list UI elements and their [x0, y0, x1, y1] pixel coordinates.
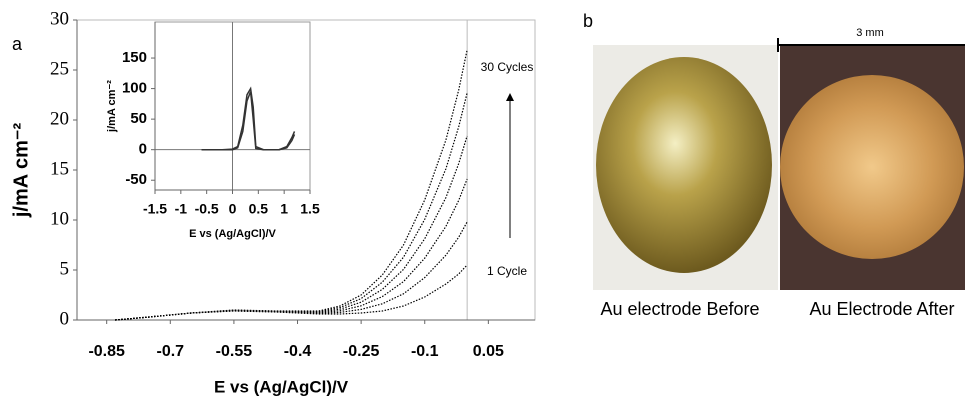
x-tick-label: 0	[229, 201, 237, 217]
y-tick-label: 5	[60, 258, 70, 279]
x-tick-label: -0.85	[88, 343, 125, 360]
x-tick-label: -0.4	[284, 343, 312, 360]
series-line	[115, 178, 468, 321]
caption: Au Electrode After	[809, 299, 954, 319]
x-tick-label: -0.25	[343, 343, 380, 360]
y-axis-title: j/mA cm⁻²	[106, 80, 118, 133]
y-tick-label: 25	[50, 58, 69, 79]
annotation: 30 Cycles	[481, 60, 534, 74]
y-tick-label: 0	[60, 308, 70, 329]
y-tick-label: 10	[50, 208, 69, 229]
electrode-after	[780, 75, 964, 259]
x-tick-label: -0.55	[216, 343, 253, 360]
x-tick-label: 1	[280, 201, 288, 217]
x-tick-label: -0.1	[411, 343, 439, 360]
series-line	[115, 92, 468, 321]
x-tick-label: -0.5	[195, 201, 219, 217]
y-tick-label: 150	[122, 49, 147, 66]
y-tick-label: 0	[139, 141, 147, 158]
x-tick-label: 0.05	[473, 343, 504, 360]
y-tick-label: -50	[125, 171, 147, 188]
x-tick-label: 1.5	[300, 201, 320, 217]
series-line	[115, 49, 468, 321]
electrode-before	[596, 57, 772, 273]
series-line	[201, 91, 296, 151]
scale-bar-label: 3 mm	[856, 27, 884, 39]
annotation: 1 Cycle	[487, 264, 527, 278]
x-axis-title: E vs (Ag/AgCl)/V	[189, 228, 276, 240]
x-axis-title: E vs (Ag/AgCl)/V	[214, 377, 349, 396]
caption: Au electrode Before	[600, 299, 759, 319]
y-tick-label: 100	[122, 80, 147, 97]
x-tick-label: -1.5	[143, 201, 167, 217]
y-tick-label: 50	[130, 110, 147, 127]
x-tick-label: -0.7	[157, 343, 185, 360]
y-tick-label: 15	[50, 158, 69, 179]
x-tick-label: 0.5	[249, 201, 269, 217]
y-tick-label: 20	[50, 108, 69, 129]
series-line	[115, 264, 468, 321]
y-axis-title: j/mA cm⁻²	[10, 123, 32, 219]
x-tick-label: -1	[175, 201, 188, 217]
panel-label: a	[12, 34, 23, 54]
y-tick-label: 30	[50, 8, 69, 29]
panel-label: b	[583, 11, 593, 31]
